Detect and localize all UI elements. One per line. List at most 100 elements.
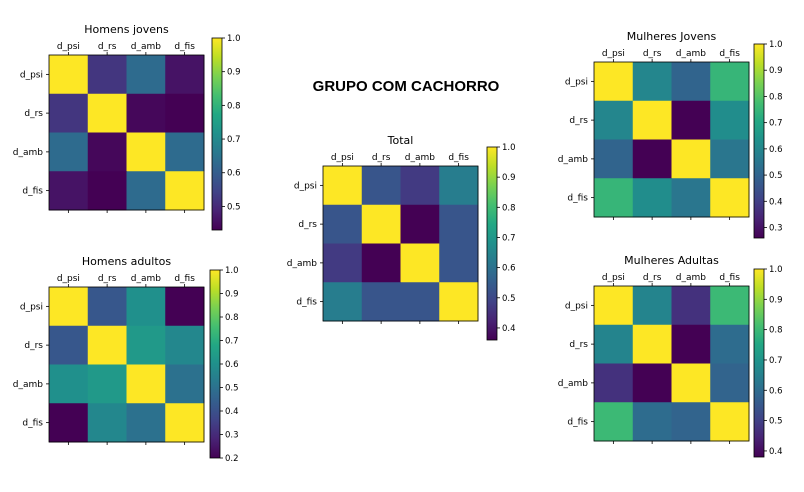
- x-tick-label: d_fis: [448, 153, 469, 163]
- heatmap-cell-d_psi-d_amb: [126, 287, 166, 327]
- x-tick-label: d_fis: [719, 49, 740, 59]
- y-tick-label: d_psi: [20, 70, 43, 80]
- heatmap-cell-d_psi-d_psi: [594, 62, 634, 102]
- y-tick-label: d_fis: [22, 187, 43, 197]
- colorbar-tick-label: 0.4: [769, 447, 783, 457]
- mulheres-adultas-heatmap: Mulheres Adultas d_psi d_rs d_amb d_fis d_psi…: [558, 254, 783, 458]
- x-tick-label: d_fis: [174, 42, 195, 52]
- y-tick-label: d_rs: [569, 116, 588, 126]
- heatmap-cell-d_fis-d_fis: [165, 403, 205, 443]
- heatmap-cell-d_rs-d_psi: [323, 204, 363, 244]
- x-tick-label: d_amb: [131, 42, 161, 52]
- colorbar-tick-label: 0.8: [769, 92, 783, 102]
- x-tick-label: d_amb: [131, 274, 161, 284]
- heatmap-cell-d_psi-d_rs: [632, 62, 672, 102]
- colorbar: [212, 38, 222, 230]
- heatmap-cell-d_amb-d_rs: [632, 363, 672, 403]
- colorbar-tick-label: 1.0: [769, 40, 783, 50]
- heatmap-cell-d_rs-d_amb: [671, 100, 711, 140]
- heatmap-cell-d_amb-d_fis: [165, 364, 205, 404]
- heatmap-cell-d_amb-d_rs: [361, 243, 401, 283]
- heatmap-cell-d_fis-d_fis: [165, 171, 205, 211]
- x-tick-label: d_psi: [602, 273, 625, 283]
- x-tick-label: d_fis: [174, 274, 195, 284]
- heatmap-cell-d_rs-d_amb: [126, 325, 166, 365]
- colorbar-tick-label: 0.5: [769, 417, 783, 427]
- page-title: GRUPO COM CACHORRO: [312, 78, 500, 95]
- colorbar-tick-label: 0.7: [769, 119, 783, 129]
- colorbar-tick-label: 0.9: [227, 68, 241, 78]
- colorbar-tick-label: 0.6: [227, 169, 241, 179]
- heatmap-cell-d_rs-d_fis: [165, 93, 205, 133]
- heatmap-cell-d_fis-d_psi: [594, 402, 634, 442]
- heatmap-cell-d_fis-d_amb: [126, 171, 166, 211]
- y-tick-label: d_amb: [13, 380, 43, 390]
- x-tick-label: d_rs: [98, 42, 117, 52]
- colorbar-frame: [486, 146, 498, 341]
- mulheres-adultas-title: Mulheres Adultas: [624, 254, 719, 267]
- y-tick-label: d_amb: [287, 259, 317, 269]
- heatmap-cell-d_amb-d_psi: [323, 243, 363, 283]
- heatmap-cell-d_amb-d_amb: [671, 139, 711, 179]
- heatmap-cell-d_psi-d_fis: [165, 55, 205, 95]
- heatmap-cell-d_psi-d_amb: [671, 62, 711, 102]
- x-tick-label: d_fis: [719, 273, 740, 283]
- y-tick-label: d_fis: [296, 298, 317, 308]
- heatmap-cell-d_amb-d_amb: [126, 132, 166, 172]
- y-tick-label: d_rs: [24, 109, 43, 119]
- heatmap-cell-d_rs-d_psi: [594, 100, 634, 140]
- heatmap-cell-d_fis-d_psi: [49, 403, 89, 443]
- heatmap-cell-d_amb-d_psi: [594, 363, 634, 403]
- colorbar-tick-label: 0.6: [769, 145, 783, 155]
- heatmap-cell-d_rs-d_rs: [632, 324, 672, 364]
- heatmap-cell-d_rs-d_fis: [439, 204, 479, 244]
- heatmap-cell-d_psi-d_amb: [400, 166, 440, 206]
- homens-adultos-title: Homens adultos: [82, 255, 171, 268]
- colorbar-tick-label: 0.4: [502, 324, 516, 334]
- heatmap-cell-d_amb-d_rs: [632, 139, 672, 179]
- heatmap-cell-d_amb-d_rs: [87, 132, 127, 172]
- heatmap-cell-d_fis-d_rs: [632, 178, 672, 218]
- colorbar: [754, 269, 764, 457]
- heatmap-cell-d_amb-d_amb: [400, 243, 440, 283]
- colorbar-tick-label: 0.3: [769, 224, 783, 234]
- heatmap-cell-d_rs-d_psi: [49, 93, 89, 133]
- colorbar-tick-label: 0.7: [225, 337, 239, 347]
- y-tick-label: d_fis: [22, 419, 43, 429]
- heatmap-cell-d_psi-d_rs: [87, 287, 127, 327]
- x-tick-label: d_rs: [98, 274, 117, 284]
- x-tick-label: d_amb: [676, 49, 706, 59]
- colorbar-tick-label: 0.9: [502, 173, 516, 183]
- colorbar-frame: [753, 268, 765, 458]
- x-tick-label: d_psi: [57, 42, 80, 52]
- heatmap-cell-d_rs-d_psi: [49, 325, 89, 365]
- heatmap-cell-d_fis-d_psi: [323, 282, 363, 322]
- colorbar-tick-label: 0.9: [769, 295, 783, 305]
- heatmap-cell-d_fis-d_rs: [87, 171, 127, 211]
- x-tick-label: d_amb: [405, 153, 435, 163]
- heatmap-cell-d_fis-d_amb: [400, 282, 440, 322]
- heatmap-cell-d_psi-d_rs: [632, 286, 672, 326]
- total-title: Total: [387, 134, 414, 147]
- heatmap-cell-d_rs-d_amb: [671, 324, 711, 364]
- heatmap-cell-d_amb-d_rs: [87, 364, 127, 404]
- x-tick-label: d_psi: [331, 153, 354, 163]
- colorbar-tick-label: 0.5: [227, 202, 241, 212]
- y-tick-label: d_amb: [13, 148, 43, 158]
- colorbar-tick-label: 0.5: [225, 384, 239, 394]
- heatmap-cell-d_amb-d_fis: [165, 132, 205, 172]
- colorbar-tick-label: 0.8: [502, 203, 516, 213]
- heatmap-cell-d_rs-d_amb: [126, 93, 166, 133]
- heatmap-cell-d_fis-d_fis: [439, 282, 479, 322]
- colorbar-tick-label: 0.6: [769, 386, 783, 396]
- y-tick-label: d_psi: [20, 302, 43, 312]
- heatmap-cell-d_rs-d_psi: [594, 324, 634, 364]
- colorbar-tick-label: 0.6: [502, 264, 516, 274]
- heatmap-cell-d_psi-d_fis: [165, 287, 205, 327]
- x-tick-label: d_psi: [57, 274, 80, 284]
- heatmap-cell-d_psi-d_fis: [710, 62, 750, 102]
- mulheres-jovens-title: Mulheres Jovens: [627, 30, 717, 43]
- colorbar-tick-label: 0.4: [769, 197, 783, 207]
